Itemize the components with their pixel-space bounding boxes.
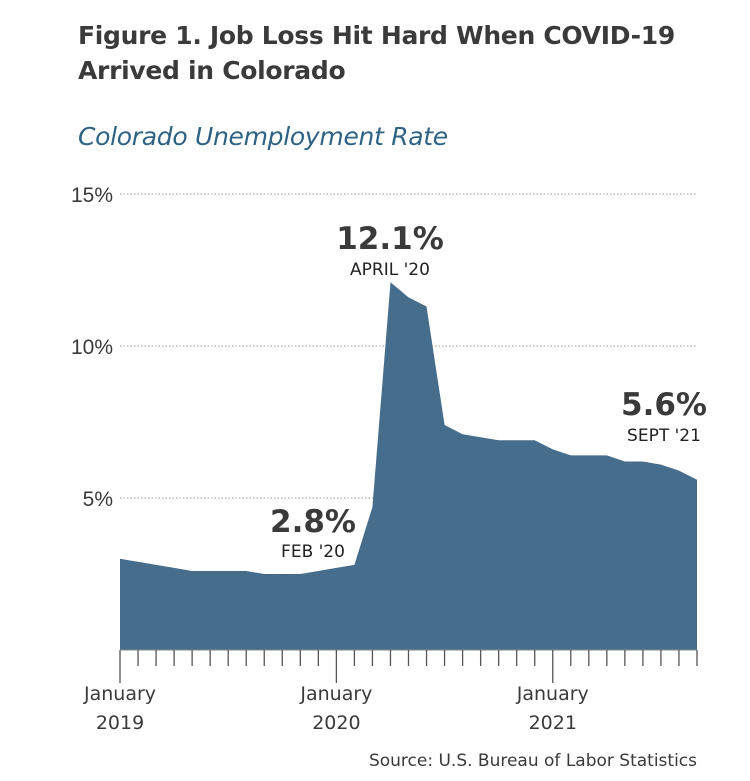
area-series [120, 282, 697, 650]
annotation-label: FEB '20 [281, 542, 345, 562]
annotation-value: 5.6% [621, 387, 707, 423]
x-tick-label-year: 2020 [312, 712, 360, 734]
annotation-label: SEPT '21 [627, 426, 701, 446]
chart-title: Figure 1. Job Loss Hit Hard When COVID-1… [78, 21, 675, 85]
y-tick-label: 5% [83, 488, 113, 511]
x-tick-label-year: 2019 [96, 712, 144, 734]
y-tick-label: 15% [71, 184, 113, 207]
x-tick-label-month: January [516, 683, 589, 705]
x-tick-label-month: January [83, 683, 156, 705]
source-note: Source: U.S. Bureau of Labor Statistics [368, 751, 697, 771]
x-tick-label-year: 2021 [529, 712, 577, 734]
x-tick-label-month: January [299, 683, 372, 705]
chart-subtitle: Colorado Unemployment Rate [78, 122, 448, 151]
annotation-value: 2.8% [270, 504, 356, 540]
annotation-value: 12.1% [336, 221, 444, 257]
y-tick-label: 10% [71, 336, 113, 359]
annotation-label: APRIL '20 [350, 260, 430, 280]
